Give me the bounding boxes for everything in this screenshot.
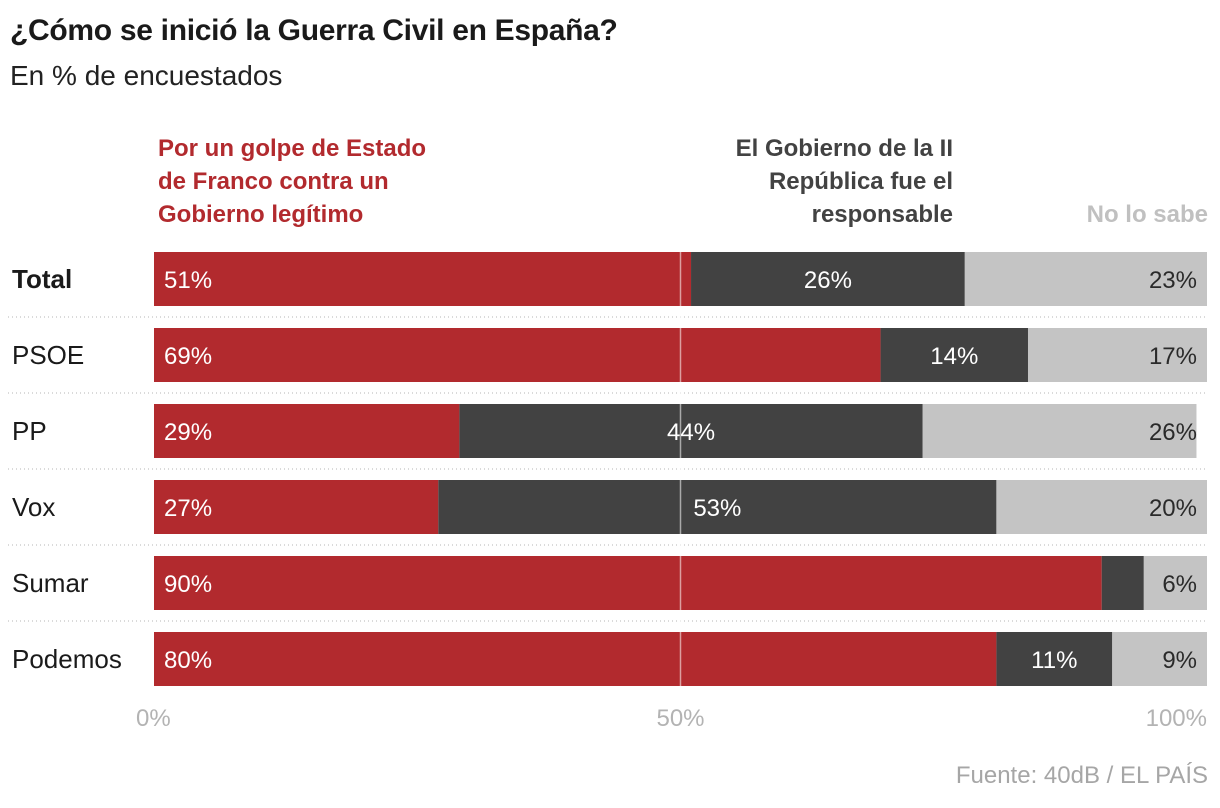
bar-podemos-series-1	[154, 632, 997, 686]
source-note: Fuente: 40dB / EL PAÍS	[955, 762, 1208, 789]
data-label-vox-series-3: 20%	[1149, 495, 1197, 522]
chart-title: ¿Cómo se inició la Guerra Civil en Españ…	[10, 14, 618, 47]
data-label-pp-series-3: 26%	[1149, 419, 1197, 446]
data-label-sumar-series-3: 6%	[1162, 571, 1197, 598]
bar-vox-series-3	[996, 480, 1207, 534]
bar-podemos-series-2	[996, 632, 1113, 686]
category-label-total: Total	[12, 264, 72, 294]
category-label-sumar: Sumar	[12, 568, 89, 598]
x-tick-label-100: 100%	[1146, 705, 1207, 732]
data-label-total-series-3: 23%	[1149, 267, 1197, 294]
data-label-vox-series-1: 27%	[164, 495, 212, 522]
legend-no-sabe: No lo sabe	[1086, 201, 1208, 228]
data-label-sumar-series-1: 90%	[164, 571, 212, 598]
bar-sumar-series-3	[1143, 556, 1207, 610]
x-tick-label-50: 50%	[656, 705, 704, 732]
category-label-vox: Vox	[12, 492, 55, 522]
bar-total-series-1	[154, 252, 692, 306]
bar-pp-series-3	[922, 404, 1197, 458]
x-tick-label-0: 0%	[136, 705, 171, 732]
bar-psoe-series-1	[154, 328, 881, 382]
chart-subtitle: En % de encuestados	[10, 60, 283, 91]
data-label-podemos-series-2: 11%	[1031, 647, 1077, 674]
legend-gobierno: El Gobierno de la II República fue el re…	[735, 135, 953, 228]
data-label-pp-series-1: 29%	[164, 419, 212, 446]
category-label-pp: PP	[12, 416, 47, 446]
bar-total-series-3	[964, 252, 1207, 306]
data-label-total-series-1: 51%	[164, 267, 212, 294]
legend-golpe: Por un golpe de Estado de Franco contra …	[158, 135, 427, 228]
category-label-podemos: Podemos	[12, 644, 122, 674]
data-label-total-series-2: 26%	[804, 267, 852, 294]
data-label-podemos-series-1: 80%	[164, 647, 212, 674]
bar-podemos-series-3	[1112, 632, 1207, 686]
bar-pp-series-1	[154, 404, 460, 458]
category-label-psoe: PSOE	[12, 340, 84, 370]
bar-vox-series-1	[154, 480, 439, 534]
bar-vox-series-2	[438, 480, 997, 534]
data-label-psoe-series-1: 69%	[164, 343, 212, 370]
bar-sumar-series-2	[1101, 556, 1144, 610]
bar-psoe-series-2	[880, 328, 1028, 382]
bar-pp-series-2	[459, 404, 923, 458]
data-label-podemos-series-3: 9%	[1162, 647, 1197, 674]
data-label-vox-series-2: 53%	[693, 495, 741, 522]
bar-total-series-2	[691, 252, 965, 306]
data-label-psoe-series-3: 17%	[1149, 343, 1197, 370]
bar-psoe-series-3	[1027, 328, 1207, 382]
data-label-pp-series-2: 44%	[667, 419, 715, 446]
bar-sumar-series-1	[154, 556, 1102, 610]
data-label-psoe-series-2: 14%	[930, 343, 978, 370]
